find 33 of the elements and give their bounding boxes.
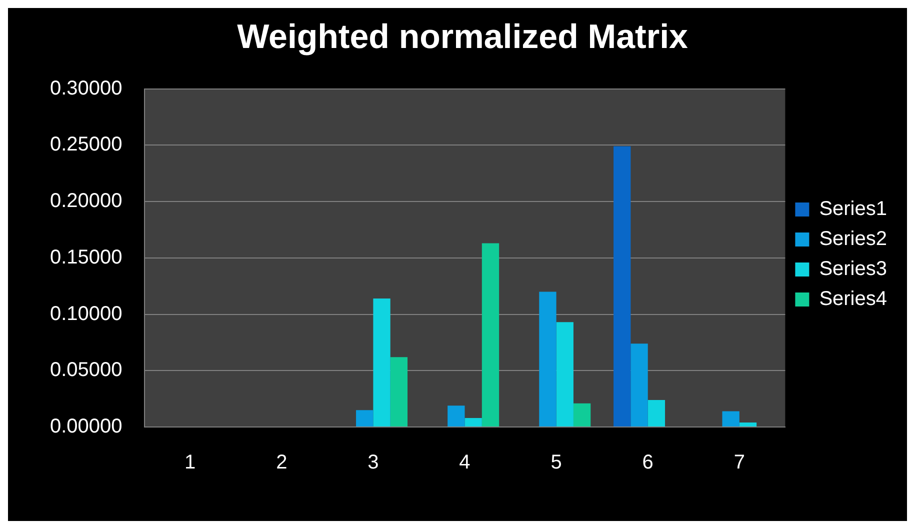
y-tick-label: 0.00000 <box>50 416 122 438</box>
bar <box>539 292 556 426</box>
bar <box>630 344 648 426</box>
bar <box>464 418 482 426</box>
bar <box>373 298 390 426</box>
bar <box>356 410 374 426</box>
y-tick-label: 0.25000 <box>50 134 122 156</box>
x-tick-label: 6 <box>642 452 654 474</box>
x-tick-label: 2 <box>276 452 288 474</box>
y-tick-label: 0.20000 <box>50 190 122 212</box>
x-tick-label: 1 <box>184 452 196 474</box>
x-tick-label: 4 <box>459 452 470 474</box>
y-tick-label: 0.05000 <box>50 359 122 382</box>
x-tick-label: 5 <box>550 452 562 474</box>
bar <box>739 422 757 426</box>
bar <box>482 243 500 426</box>
legend-label: Series2 <box>819 228 887 250</box>
x-tick-label: 7 <box>734 452 745 474</box>
y-tick-label: 0.30000 <box>50 77 122 100</box>
legend-label: Series3 <box>819 258 887 280</box>
bar <box>614 146 631 426</box>
y-tick-label: 0.15000 <box>50 246 122 268</box>
x-tick-label: 3 <box>368 452 379 474</box>
bar <box>722 411 740 426</box>
bar <box>648 400 666 426</box>
bar <box>448 406 465 426</box>
legend-label: Series4 <box>819 288 887 310</box>
y-tick-label: 0.10000 <box>50 302 122 325</box>
chart-title: Weighted normalized Matrix <box>237 18 688 56</box>
bar <box>573 403 591 426</box>
bar <box>556 322 574 426</box>
bar <box>390 357 408 426</box>
legend-label: Series1 <box>819 198 887 220</box>
